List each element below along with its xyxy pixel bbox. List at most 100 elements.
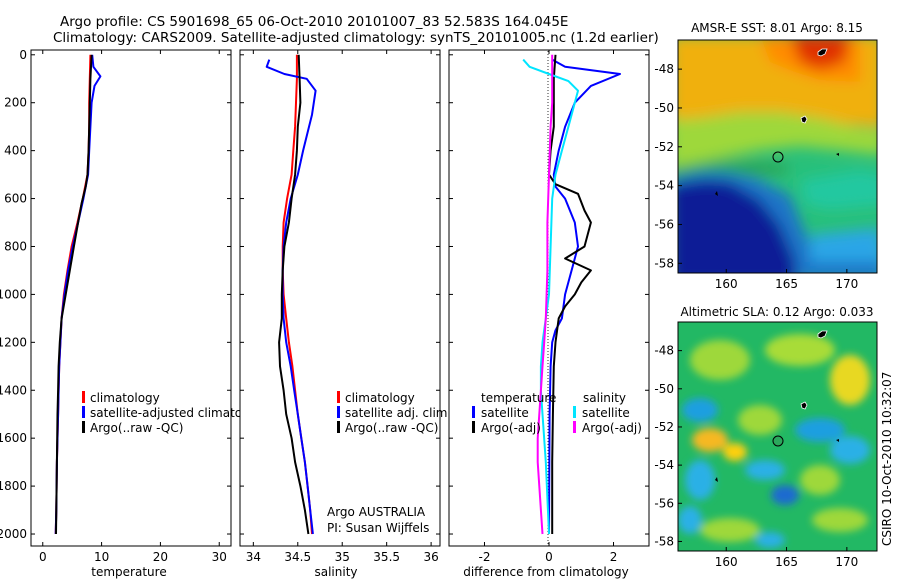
legend-label-argo: Argo(..raw -QC) [90, 421, 183, 435]
y-tick-label: 400 [4, 144, 27, 158]
salinity-axes-frame [239, 49, 441, 547]
difference-legend: temperature salinity satellite Argo(-adj… [472, 391, 642, 435]
y-tick-label: 200 [4, 96, 27, 110]
sla-map-panel: Altimetric SLA: 0.12 Argo: 0.033 [654, 305, 878, 569]
salinity-series-group [265, 54, 317, 535]
x-tick-label: 35.5 [373, 550, 400, 564]
map-y-tick-label: -54 [654, 179, 674, 193]
annotation-pi: PI: Susan Wijffels [327, 521, 429, 535]
map-y-tick-label: -50 [654, 382, 674, 396]
difference-ticks-group: -2 0 2 [449, 50, 649, 564]
sst-field [678, 40, 877, 273]
series-line-argo-raw-qc- [278, 54, 310, 535]
x-tick-label: 0 [39, 550, 47, 564]
y-tick-label: 1400 [0, 383, 27, 397]
legend-label-sal-argo: Argo(-adj) [582, 421, 642, 435]
temperature-series-group [54, 54, 102, 535]
small-islet [836, 439, 839, 442]
legend-label-satellite-adj: satellite adj. clim. [345, 406, 451, 420]
map-x-tick-label: 160 [715, 555, 738, 569]
auckland-islands-outline [817, 330, 828, 339]
salinity-xlabel: salinity [314, 565, 357, 579]
map-y-tick-label: -56 [654, 496, 674, 510]
legend-heading-salinity: salinity [583, 391, 626, 405]
y-tick-label: 800 [4, 239, 27, 253]
x-tick-label: 0 [545, 550, 553, 564]
legend-swatch-argo [337, 421, 340, 433]
credit-timestamp: CSIRO 10-Oct-2010 10:32:07 [880, 372, 894, 546]
sst-ticks-group: -48 -50 -52 -54 -56 -58 160 165 170 [654, 62, 858, 291]
legend-swatch-satellite-adjusted [82, 406, 85, 418]
sla-field [678, 322, 877, 551]
y-tick-label: 0 [19, 48, 27, 62]
legend-swatch-temp-satellite [472, 406, 475, 418]
x-tick-label: 35 [335, 550, 350, 564]
series-line-salinity-argo-adj- [536, 54, 554, 535]
map-x-tick-label: 165 [775, 555, 798, 569]
y-tick-label: 1000 [0, 287, 27, 301]
map-y-tick-label: -52 [654, 140, 674, 154]
x-tick-label: 10 [94, 550, 109, 564]
map-y-tick-label: -48 [654, 344, 674, 358]
temperature-ticks-group: 0 200 400 600 800 1000 1200 1400 1600 1800 2000 0 10… [0, 48, 231, 564]
temperature-panel: 0 200 400 600 800 1000 1200 1400 1600 1800 2000 0 10… [0, 48, 268, 579]
campbell-island-outline [800, 401, 808, 410]
map-x-tick-label: 170 [835, 555, 858, 569]
small-islet [836, 153, 839, 156]
legend-label-argo: Argo(..raw -QC) [345, 421, 438, 435]
x-tick-label: 2 [610, 550, 618, 564]
sst-map-frame [677, 39, 878, 274]
sla-ticks-group: -48 -50 -52 -54 -56 -58 160 165 170 [654, 344, 858, 569]
map-y-tick-label: -52 [654, 420, 674, 434]
salinity-panel: 34 34.5 35 35.5 36 salinity climatology sate… [239, 49, 451, 579]
figure-title-line1: Argo profile: CS 5901698_65 06-Oct-2010 … [60, 14, 568, 30]
x-tick-label: -2 [478, 550, 490, 564]
x-tick-label: 36 [423, 550, 438, 564]
difference-series-group [522, 54, 621, 535]
legend-swatch-temp-argo [472, 421, 475, 433]
legend-label-climatology: climatology [345, 391, 415, 405]
salinity-ticks-group: 34 34.5 35 35.5 36 [240, 50, 440, 564]
map-y-tick-label: -48 [654, 62, 674, 76]
series-line-temperature-satellite [548, 58, 621, 535]
difference-panel: -2 0 2 difference from climatology tempera… [448, 49, 650, 579]
annotation-argo-australia: Argo AUSTRALIA [327, 505, 426, 519]
map-y-tick-label: -54 [654, 458, 674, 472]
difference-xlabel: difference from climatology [463, 565, 629, 579]
map-y-tick-label: -58 [654, 534, 674, 548]
sla-profile-marker [772, 435, 784, 447]
x-tick-label: 30 [212, 550, 227, 564]
macquarie-island-outline [715, 191, 718, 196]
map-x-tick-label: 165 [775, 277, 798, 291]
sla-map-frame [677, 321, 878, 552]
salinity-legend: climatology satellite adj. clim. Argo(..… [337, 391, 451, 435]
map-x-tick-label: 170 [835, 277, 858, 291]
legend-label-temp-satellite: satellite [481, 406, 529, 420]
temperature-axes-frame [30, 49, 232, 547]
y-tick-label: 1800 [0, 479, 27, 493]
legend-swatch-climatology [82, 391, 85, 403]
y-tick-label: 600 [4, 192, 27, 206]
macquarie-island-outline [715, 477, 718, 482]
sst-map-title: AMSR-E SST: 8.01 Argo: 8.15 [691, 21, 863, 35]
legend-swatch-climatology [337, 391, 340, 403]
legend-label-climatology: climatology [90, 391, 160, 405]
sst-profile-marker [772, 151, 784, 163]
y-tick-label: 1200 [0, 335, 27, 349]
legend-swatch-sal-satellite [573, 406, 576, 418]
legend-label-temp-argo: Argo(-adj) [481, 421, 541, 435]
temperature-xlabel: temperature [91, 565, 166, 579]
x-tick-label: 20 [153, 550, 168, 564]
y-tick-label: 1600 [0, 431, 27, 445]
map-y-tick-label: -56 [654, 217, 674, 231]
temperature-legend: climatology satellite-adjusted climatolo… [82, 391, 268, 435]
x-tick-label: 34.5 [284, 550, 311, 564]
sst-map-panel: AMSR-E SST: 8.01 Argo: 8.15 -48 -50 -52 -54… [654, 21, 878, 291]
campbell-island-outline [800, 115, 808, 124]
map-y-tick-label: -58 [654, 256, 674, 270]
legend-label-satellite-adjusted: satellite-adjusted climatology [90, 406, 268, 420]
y-tick-label: 2000 [0, 527, 27, 541]
legend-swatch-sal-argo [573, 421, 576, 433]
legend-label-sal-satellite: satellite [582, 406, 630, 420]
